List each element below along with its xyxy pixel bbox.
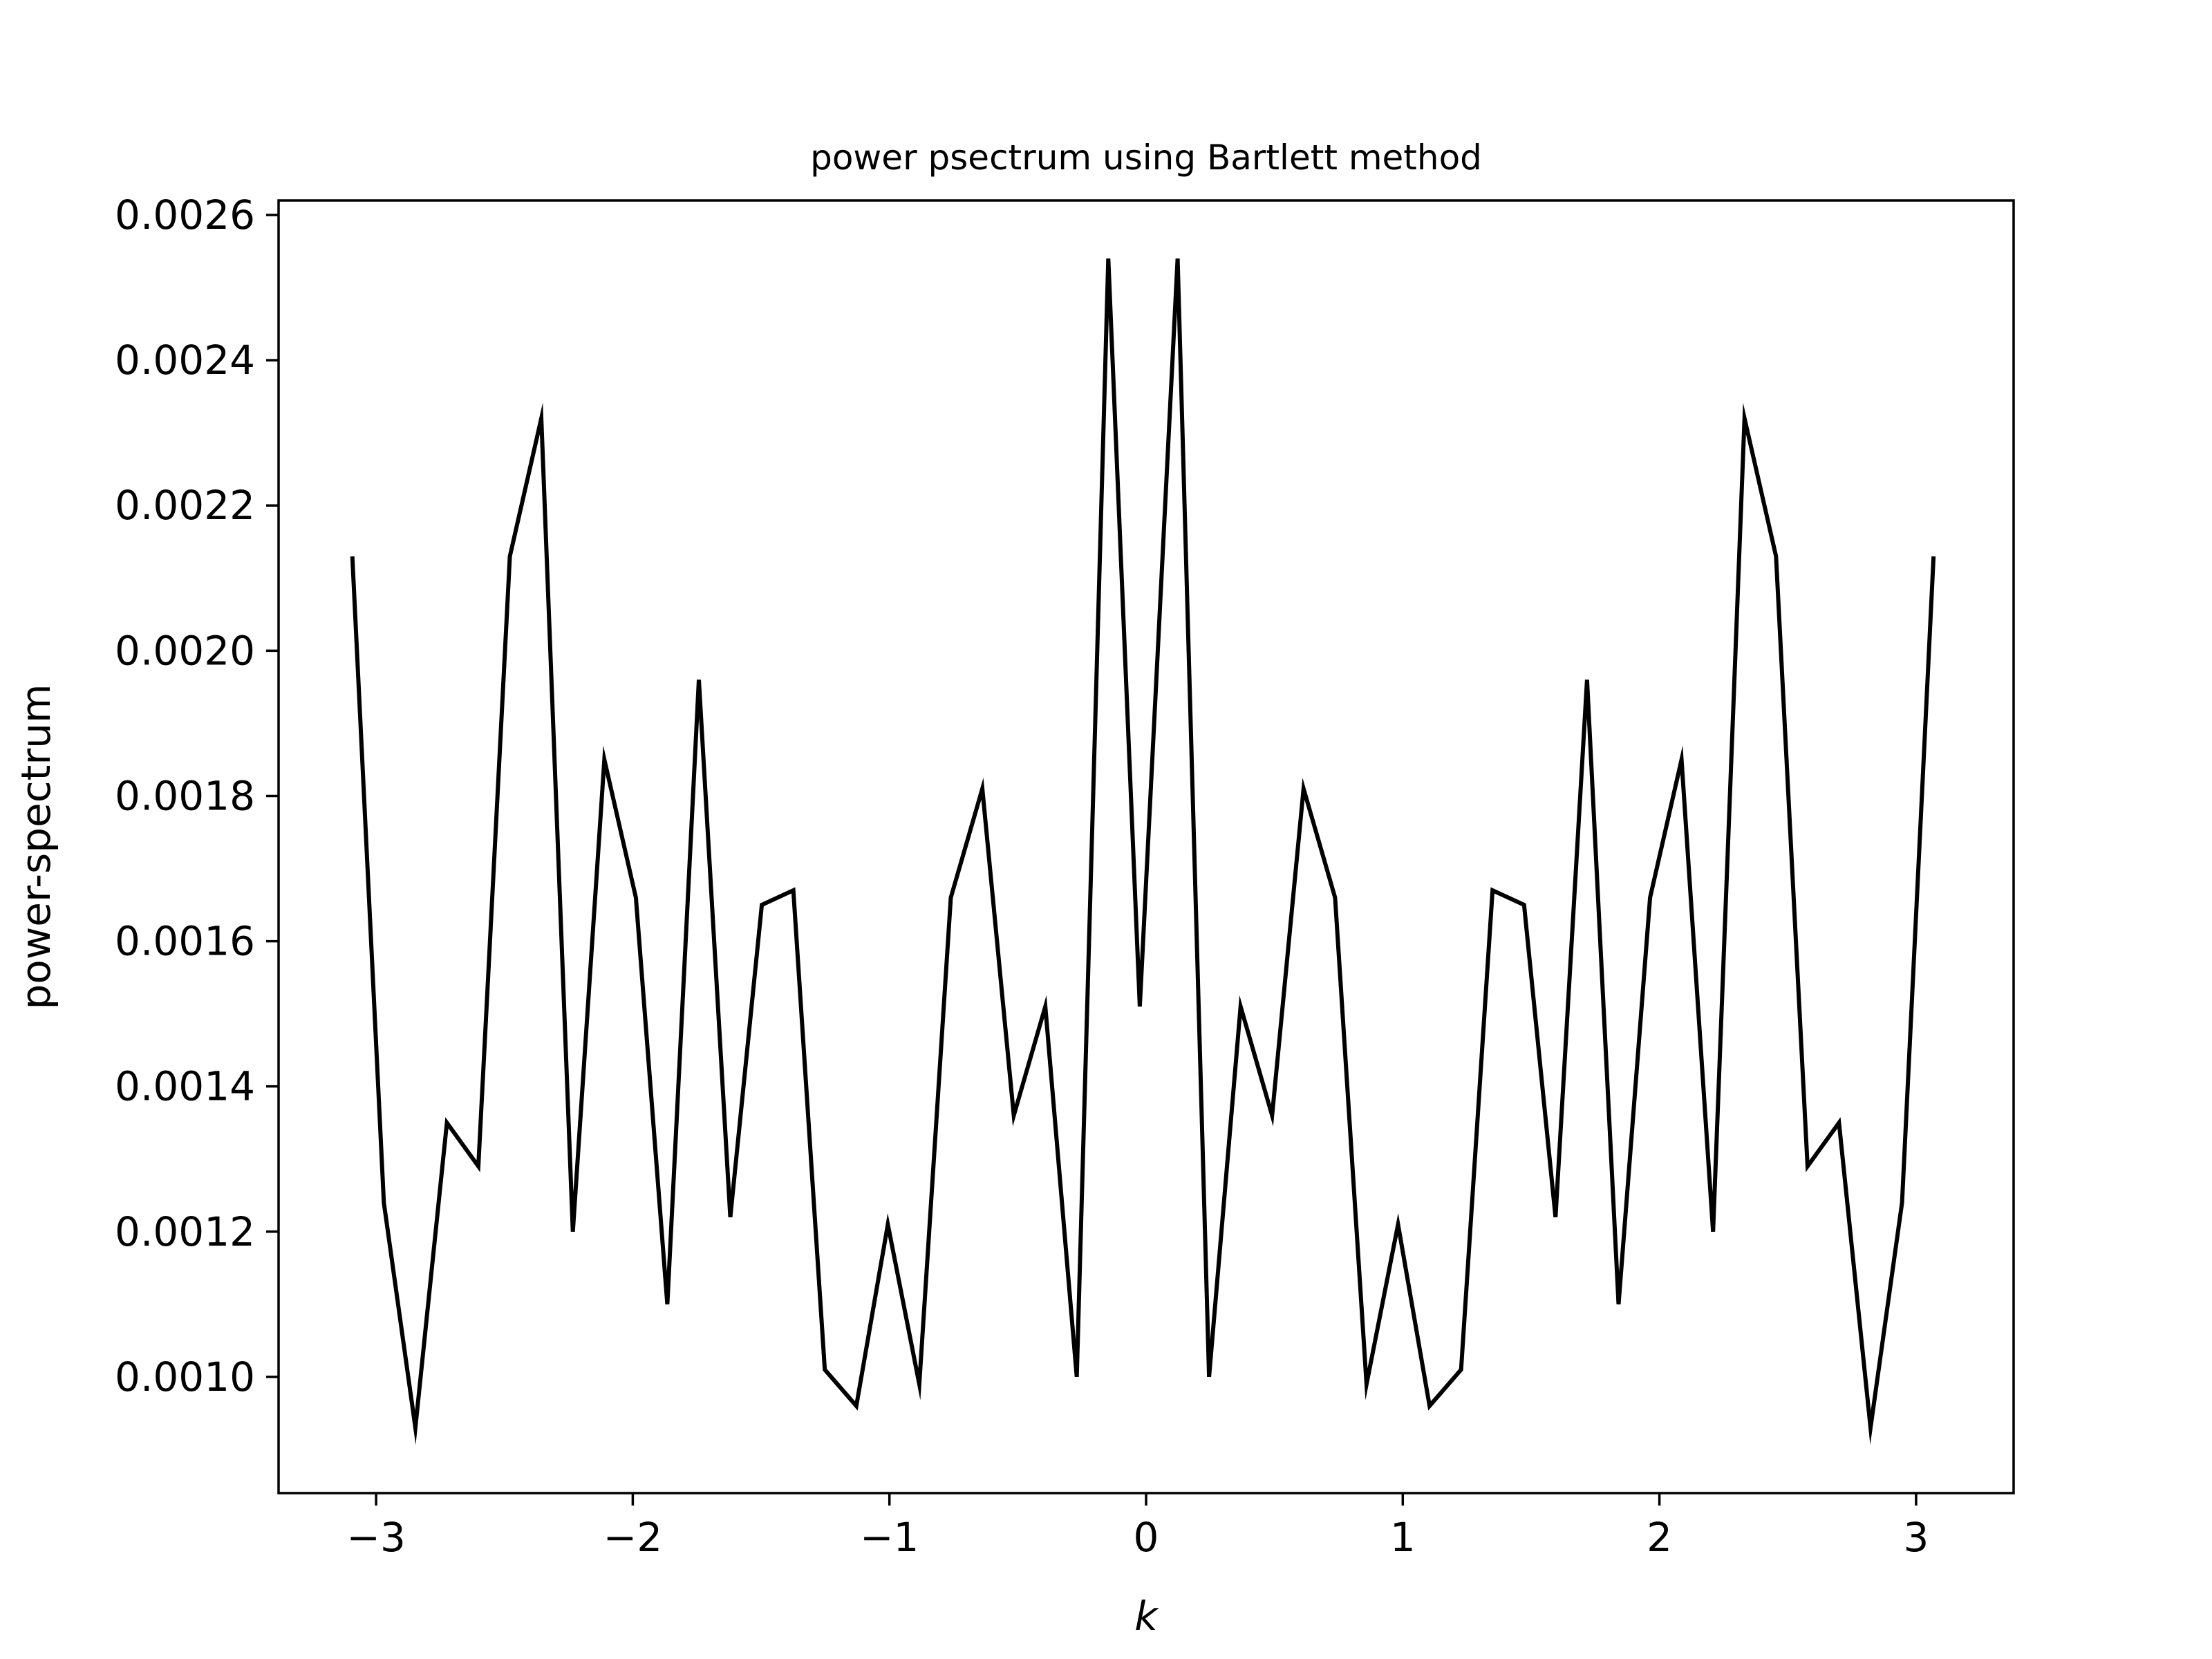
y-tick-label: 0.0018	[115, 772, 255, 819]
chart-title: power psectrum using Bartlett method	[810, 138, 1482, 178]
x-tick-label: −1	[860, 1514, 919, 1561]
x-tick-label: 1	[1390, 1514, 1416, 1561]
y-tick-label: 0.0016	[115, 918, 255, 965]
x-axis: −3 −2 −1 0 1 2 3	[346, 1493, 1929, 1561]
y-tick-label: 0.0010	[115, 1353, 255, 1400]
y-tick-label: 0.0020	[115, 627, 255, 674]
series-group	[350, 258, 1936, 1445]
x-axis-label: k	[1134, 1593, 1159, 1640]
x-tick-label: 2	[1647, 1514, 1672, 1561]
series-line	[350, 258, 1936, 1445]
y-axis: 0.0010 0.0012 0.0014 0.0016 0.0018 0.0020 0.00…	[115, 191, 279, 1400]
y-axis-label: power-spectrum	[12, 684, 59, 1010]
y-tick-label: 0.0014	[115, 1063, 255, 1110]
x-tick-label: −3	[346, 1514, 406, 1561]
y-tick-label: 0.0026	[115, 191, 255, 238]
y-tick-label: 0.0012	[115, 1208, 255, 1255]
y-tick-label: 0.0024	[115, 337, 255, 384]
x-tick-label: 3	[1903, 1514, 1929, 1561]
y-tick-label: 0.0022	[115, 482, 255, 529]
x-tick-label: −2	[603, 1514, 663, 1561]
x-tick-label: 0	[1134, 1514, 1159, 1561]
